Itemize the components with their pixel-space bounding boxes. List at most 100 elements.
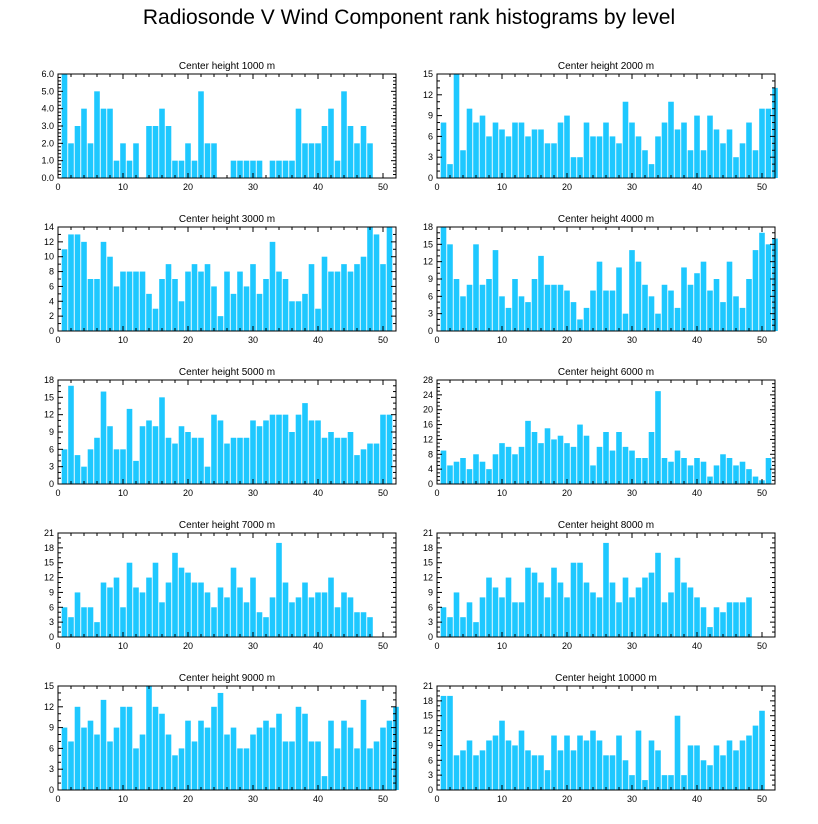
x-tick-label: 10 (118, 488, 128, 498)
x-tick-label: 10 (497, 335, 507, 345)
bar (739, 307, 746, 331)
bar (765, 458, 772, 484)
bar (94, 91, 100, 178)
bar (74, 234, 81, 331)
bar (557, 284, 564, 331)
bar (570, 446, 577, 484)
bar (250, 420, 256, 484)
bar (694, 273, 700, 331)
bar (648, 164, 655, 178)
bar (373, 443, 380, 484)
bar (380, 727, 386, 790)
x-tick-label: 20 (562, 641, 572, 651)
bar (739, 461, 746, 484)
bar (61, 249, 68, 331)
x-tick-label: 30 (627, 335, 637, 345)
bar (486, 136, 492, 178)
y-tick-label: 6 (49, 444, 54, 454)
bar (544, 428, 551, 484)
x-tick-label: 10 (118, 182, 128, 192)
y-tick-label: 15 (44, 392, 54, 402)
bar (126, 160, 133, 178)
bar (237, 587, 243, 637)
x-tick-label: 0 (55, 641, 60, 651)
y-tick-label: 12 (423, 726, 433, 736)
y-tick-label: 3 (428, 617, 433, 627)
bar (674, 307, 681, 331)
bar (211, 286, 217, 331)
bar (720, 454, 726, 484)
bar (328, 271, 334, 331)
bar (230, 567, 237, 637)
x-tick-label: 0 (434, 488, 439, 498)
y-tick-label: 12 (423, 434, 433, 444)
bar (256, 160, 263, 178)
bar (466, 284, 473, 331)
bar (224, 443, 230, 484)
y-tick-label: 0 (428, 173, 433, 183)
bar (759, 710, 765, 790)
y-tick-label: 0 (428, 632, 433, 642)
bar (629, 450, 635, 484)
bar (538, 582, 544, 637)
bar (603, 122, 609, 178)
bar (635, 730, 642, 790)
bar (518, 730, 525, 790)
y-tick-label: 21 (44, 528, 54, 538)
bar (198, 582, 204, 637)
bar (661, 458, 668, 484)
bar (538, 129, 544, 178)
bar (525, 302, 531, 331)
bar (263, 617, 269, 637)
bar (655, 136, 661, 178)
bar (499, 720, 505, 790)
bar (191, 741, 198, 790)
bar (629, 122, 635, 178)
bar (250, 577, 256, 637)
y-tick-label: 6 (428, 602, 433, 612)
bar (473, 454, 479, 484)
bar (713, 129, 720, 178)
bar (315, 420, 321, 484)
y-tick-label: 6 (49, 602, 54, 612)
bar (81, 108, 87, 178)
bar (360, 126, 367, 178)
bar (642, 150, 648, 178)
bar (739, 740, 746, 790)
bar (694, 115, 700, 178)
chart-panel-2: Center height 2000 m 0 3 6 9 12 15 0 10 20 30 40 50 (423, 61, 778, 192)
bar (172, 552, 178, 637)
bar (100, 241, 107, 331)
bar (334, 160, 341, 178)
bar (133, 143, 139, 178)
bar (146, 686, 152, 790)
bar (373, 234, 380, 331)
bar (61, 607, 68, 637)
bar (81, 727, 87, 790)
bar (453, 461, 460, 484)
bar (674, 450, 681, 484)
bar (100, 582, 107, 637)
bar (531, 129, 538, 178)
bar (211, 414, 217, 484)
bar (289, 602, 295, 637)
bar (341, 720, 347, 790)
bar (453, 592, 460, 637)
bar (440, 450, 447, 484)
bar (642, 458, 648, 484)
bar (243, 437, 250, 484)
bar (512, 279, 518, 331)
x-tick-label: 20 (562, 335, 572, 345)
bar (492, 735, 499, 790)
x-tick-label: 50 (757, 335, 767, 345)
bar (668, 775, 674, 790)
bar (726, 458, 733, 484)
bar (564, 443, 570, 484)
y-tick-label: 18 (44, 375, 54, 385)
y-tick-label: 2 (49, 311, 54, 321)
bar (152, 706, 159, 790)
y-tick-label: 5.0 (41, 86, 54, 96)
bar (622, 313, 629, 331)
bar (518, 602, 525, 637)
bar (107, 426, 113, 484)
